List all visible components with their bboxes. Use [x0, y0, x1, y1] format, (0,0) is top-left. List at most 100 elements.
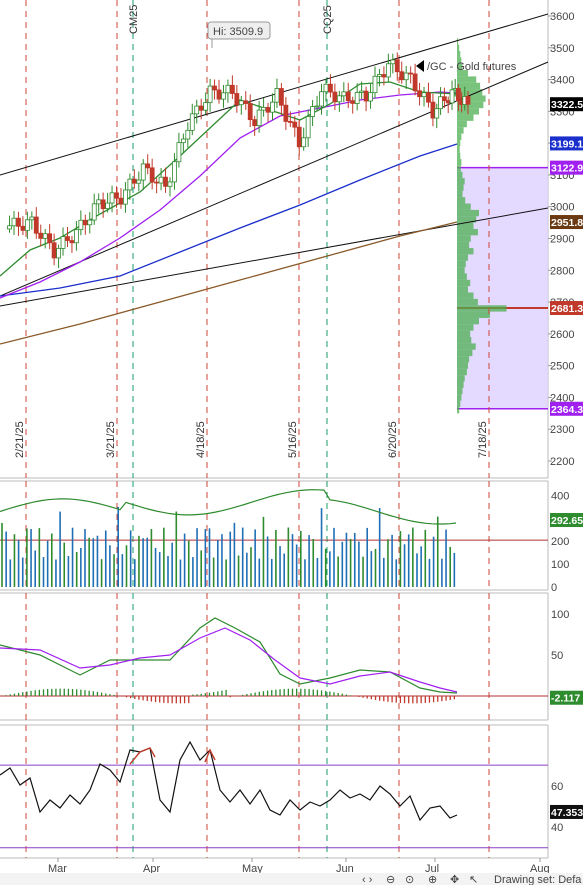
candle-body: [20, 225, 26, 231]
volume-profile-bar: [457, 317, 479, 325]
volume-profile-bar: [457, 337, 472, 344]
price-tick-label: 2600: [550, 329, 574, 341]
bottom-toolbar: ‹ › ⊖ ⊙ ⊕ ✥ ↖ Drawing set: Defa: [0, 873, 583, 885]
candle-body: [96, 199, 102, 205]
ma-20: [0, 81, 458, 277]
expiration-label: 7/18/25: [477, 421, 489, 458]
ma-50: [0, 91, 458, 299]
volume-profile-bar: [457, 82, 481, 90]
candle-body: [434, 108, 440, 119]
rsi-overbought-segment: [129, 747, 156, 765]
candle-body: [421, 92, 427, 98]
candle-body: [65, 236, 70, 241]
candle-body: [372, 75, 378, 94]
price-tick-label: 3600: [550, 11, 574, 23]
candle-body: [336, 95, 342, 103]
candle-body: [149, 167, 155, 183]
symbol-label-text: /GC - Gold futures: [427, 61, 517, 73]
expiration-label: 2/21/25: [14, 421, 26, 458]
volume-profile-bar: [457, 95, 486, 102]
candle-body: [180, 138, 186, 144]
volume-profile-bar: [457, 139, 461, 147]
volume-profile-bar: [457, 387, 463, 395]
drawing-set-label[interactable]: Drawing set: Defa: [494, 874, 582, 885]
volume-profile-bar: [457, 343, 476, 350]
month-label: Mar: [48, 863, 67, 875]
candle-body: [381, 74, 387, 78]
candle-body: [455, 88, 461, 102]
volume-profile-bar: [457, 133, 462, 140]
candle-body: [158, 176, 164, 184]
candle-body: [238, 100, 244, 106]
volume-profile-bar: [457, 63, 463, 71]
volume-profile-bar: [457, 260, 466, 268]
volume-value-tag: [550, 513, 583, 528]
zoom-reset-icon[interactable]: ⊙: [405, 874, 414, 885]
candle-body: [56, 248, 61, 259]
volume-tick-label: 400: [551, 490, 569, 502]
expiration-markers: 2/21/25 3/21/25 4/18/25 5/16/25 6/20/25 7/18/…: [14, 0, 490, 858]
zoom-in-icon[interactable]: ⊕: [428, 874, 437, 885]
volume-profile-bar: [457, 44, 460, 51]
candle-body: [42, 233, 48, 239]
volume-profile-bar: [457, 152, 461, 160]
price-tick-label: 2800: [550, 265, 574, 277]
month-label: Apr: [143, 863, 160, 875]
scroll-left-icon[interactable]: ‹ ›: [362, 874, 373, 885]
candle-body: [283, 104, 289, 122]
arrow-icon[interactable]: ↖: [469, 874, 478, 885]
volume-profile-bar: [457, 70, 468, 77]
candle-body: [167, 181, 173, 187]
oscillator-panel: 50 100 -2.117: [0, 609, 583, 705]
volume-profile-bar: [457, 197, 466, 204]
volume-profile-bar: [457, 209, 479, 217]
volume-profile-bar: [457, 76, 477, 83]
price-tag: [550, 136, 583, 151]
zoom-out-icon[interactable]: ⊖: [386, 874, 395, 885]
volume-profile-bar: [457, 184, 464, 191]
volume-profile-bar: [457, 248, 474, 255]
price-tag-text: 3122.9: [551, 163, 583, 175]
rsi-line: [0, 740, 458, 822]
candle-body: [430, 101, 436, 119]
candle-body: [114, 192, 119, 199]
high-label: Hi: 3509.9: [213, 26, 263, 38]
volume-profile-bar: [457, 57, 462, 64]
candle-body: [408, 72, 414, 75]
osc-fast-line: [0, 617, 458, 694]
price-tick-label: 3500: [550, 43, 574, 55]
volume-tick-label: 0: [551, 582, 557, 594]
volume-profile-bar: [457, 267, 465, 274]
crosshair-icon[interactable]: ✥: [450, 874, 459, 885]
price-tag-text: 2364.3: [551, 404, 583, 416]
candle-body: [385, 63, 391, 78]
candle-body: [185, 129, 191, 140]
candle-body: [417, 90, 422, 98]
rsi-panel: 40 60 47.353: [0, 740, 583, 849]
volume-profile-bar: [457, 101, 484, 109]
price-candles: [7, 52, 471, 269]
long-trend-line: [0, 207, 549, 307]
volume-profile-bar: [457, 279, 471, 287]
volume-profile-bar: [457, 324, 474, 331]
candle-body: [323, 83, 329, 93]
volume-profile-bar: [457, 171, 463, 179]
candle-body: [33, 216, 39, 234]
ma-200: [0, 221, 458, 345]
candle-body: [154, 181, 160, 184]
rsi-value-tag: [550, 804, 583, 819]
candle-body: [38, 232, 44, 239]
candle-body: [51, 242, 57, 259]
price-tick-label: 3000: [550, 202, 574, 214]
candle-body: [189, 113, 195, 131]
volume-profile-bar: [457, 330, 471, 338]
candle-body: [270, 101, 275, 113]
candle-body: [203, 102, 209, 111]
candle-body: [74, 229, 79, 244]
volume-profile-bar: [457, 356, 470, 363]
volume-profile-bar: [457, 222, 474, 229]
ma-100: [0, 143, 458, 297]
symbol-label: /GC - Gold futures: [416, 60, 517, 73]
candle-body: [140, 163, 146, 181]
